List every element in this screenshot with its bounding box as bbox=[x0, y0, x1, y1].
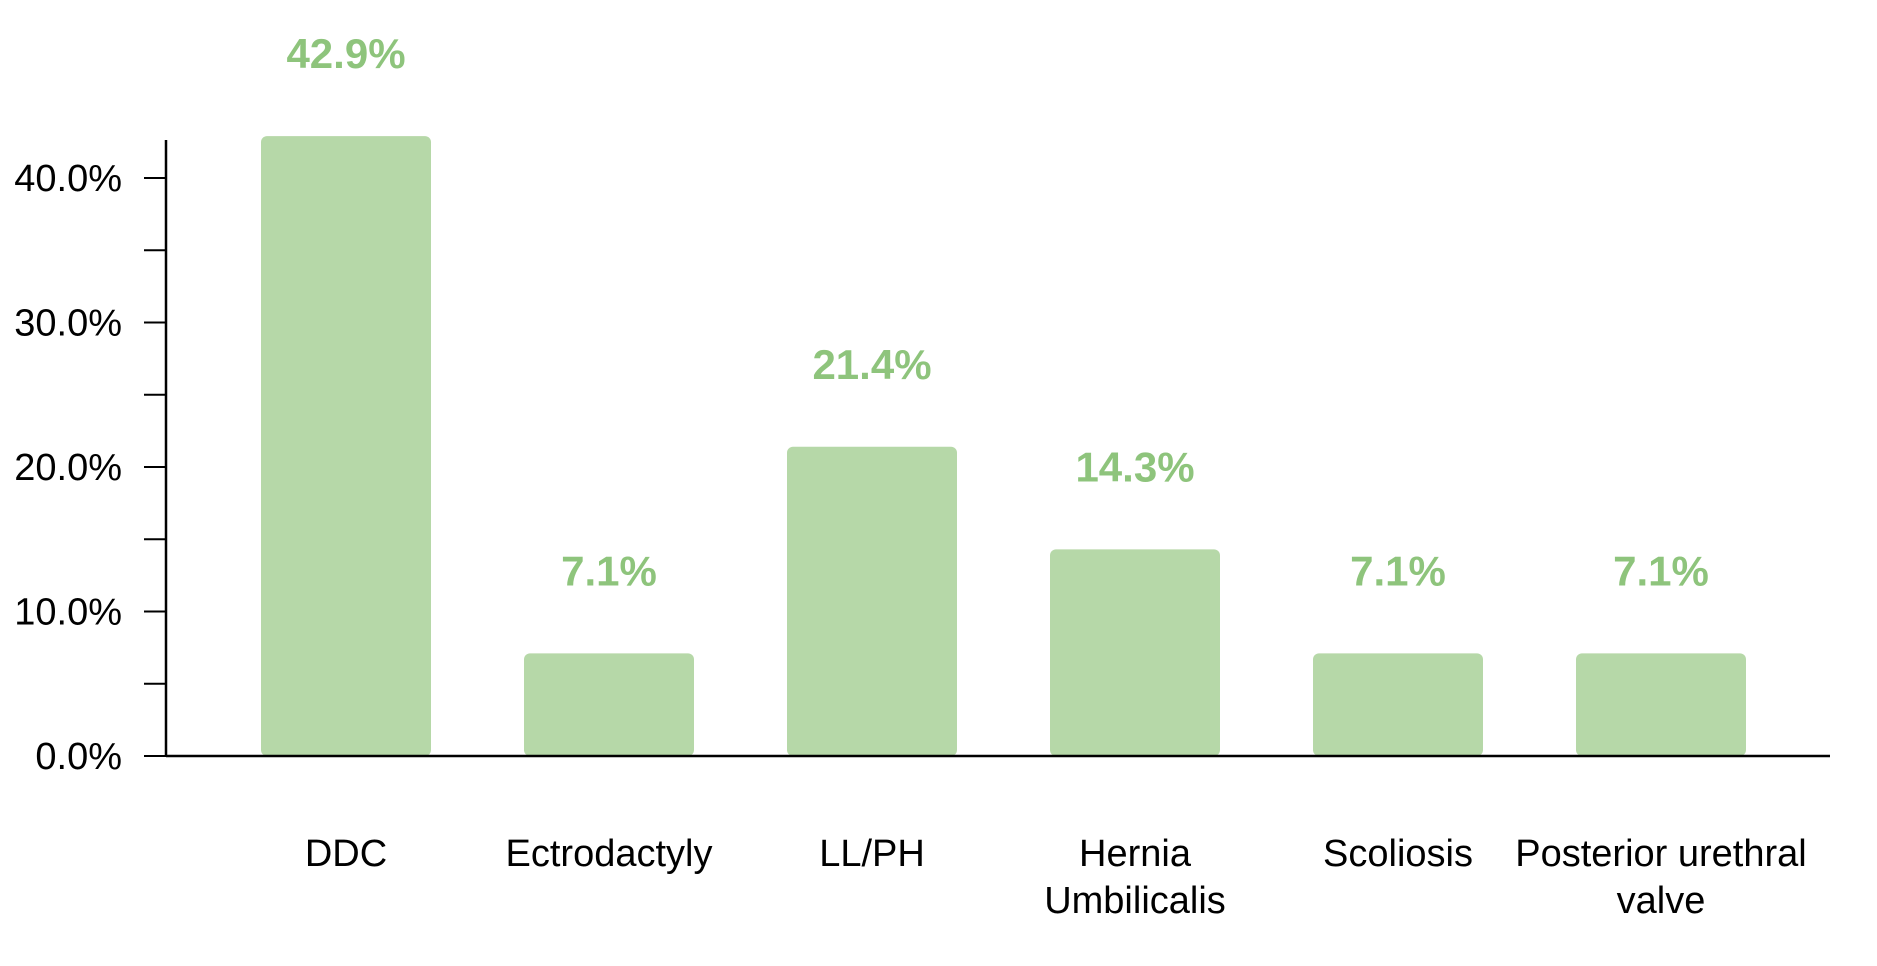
x-category-label-line: Umbilicalis bbox=[1044, 880, 1226, 922]
x-category-label: Hernia Umbilicalis bbox=[1044, 833, 1226, 922]
y-axis: 0.0% 10.0% 20.0% 30.0% 40.0% bbox=[14, 140, 168, 778]
x-category-label-line: DDC bbox=[305, 833, 387, 875]
y-tick-label: 0.0% bbox=[35, 736, 122, 778]
x-category-label-line: LL/PH bbox=[819, 833, 925, 875]
x-category-label-line: Posterior urethral bbox=[1515, 833, 1806, 875]
bar bbox=[1050, 549, 1220, 756]
x-category-label: Scoliosis bbox=[1323, 833, 1473, 875]
y-tick-label: 40.0% bbox=[14, 158, 122, 200]
data-label: 7.1% bbox=[1350, 547, 1446, 594]
y-tick-label: 10.0% bbox=[14, 592, 122, 634]
y-tick-label: 30.0% bbox=[14, 303, 122, 345]
data-label: 7.1% bbox=[1613, 547, 1709, 594]
y-tick-label: 20.0% bbox=[14, 447, 122, 489]
data-label: 14.3% bbox=[1075, 443, 1194, 490]
x-category-label: LL/PH bbox=[819, 833, 925, 875]
data-label: 42.9% bbox=[286, 30, 405, 77]
bar bbox=[261, 136, 431, 757]
x-category-label: Ectrodactyly bbox=[506, 833, 713, 875]
bar bbox=[1576, 653, 1746, 756]
bar bbox=[787, 446, 957, 756]
x-category-label-line: Hernia bbox=[1079, 833, 1192, 875]
bar bbox=[524, 653, 694, 756]
data-label: 7.1% bbox=[561, 547, 657, 594]
bars bbox=[261, 136, 1746, 757]
data-label: 21.4% bbox=[812, 341, 931, 388]
x-category-label-line: Ectrodactyly bbox=[506, 833, 713, 875]
bar bbox=[1313, 653, 1483, 756]
x-category-label-line: Scoliosis bbox=[1323, 833, 1473, 875]
x-axis: DDC Ectrodactyly LL/PH Hernia Umbilicalis Sco… bbox=[166, 754, 1830, 922]
x-category-label: DDC bbox=[305, 833, 387, 875]
x-category-label-line: valve bbox=[1617, 880, 1706, 922]
data-labels: 42.9% 7.1% 21.4% 14.3% 7.1% 7.1% bbox=[286, 30, 1708, 594]
x-category-label: Posterior urethral valve bbox=[1515, 833, 1806, 922]
